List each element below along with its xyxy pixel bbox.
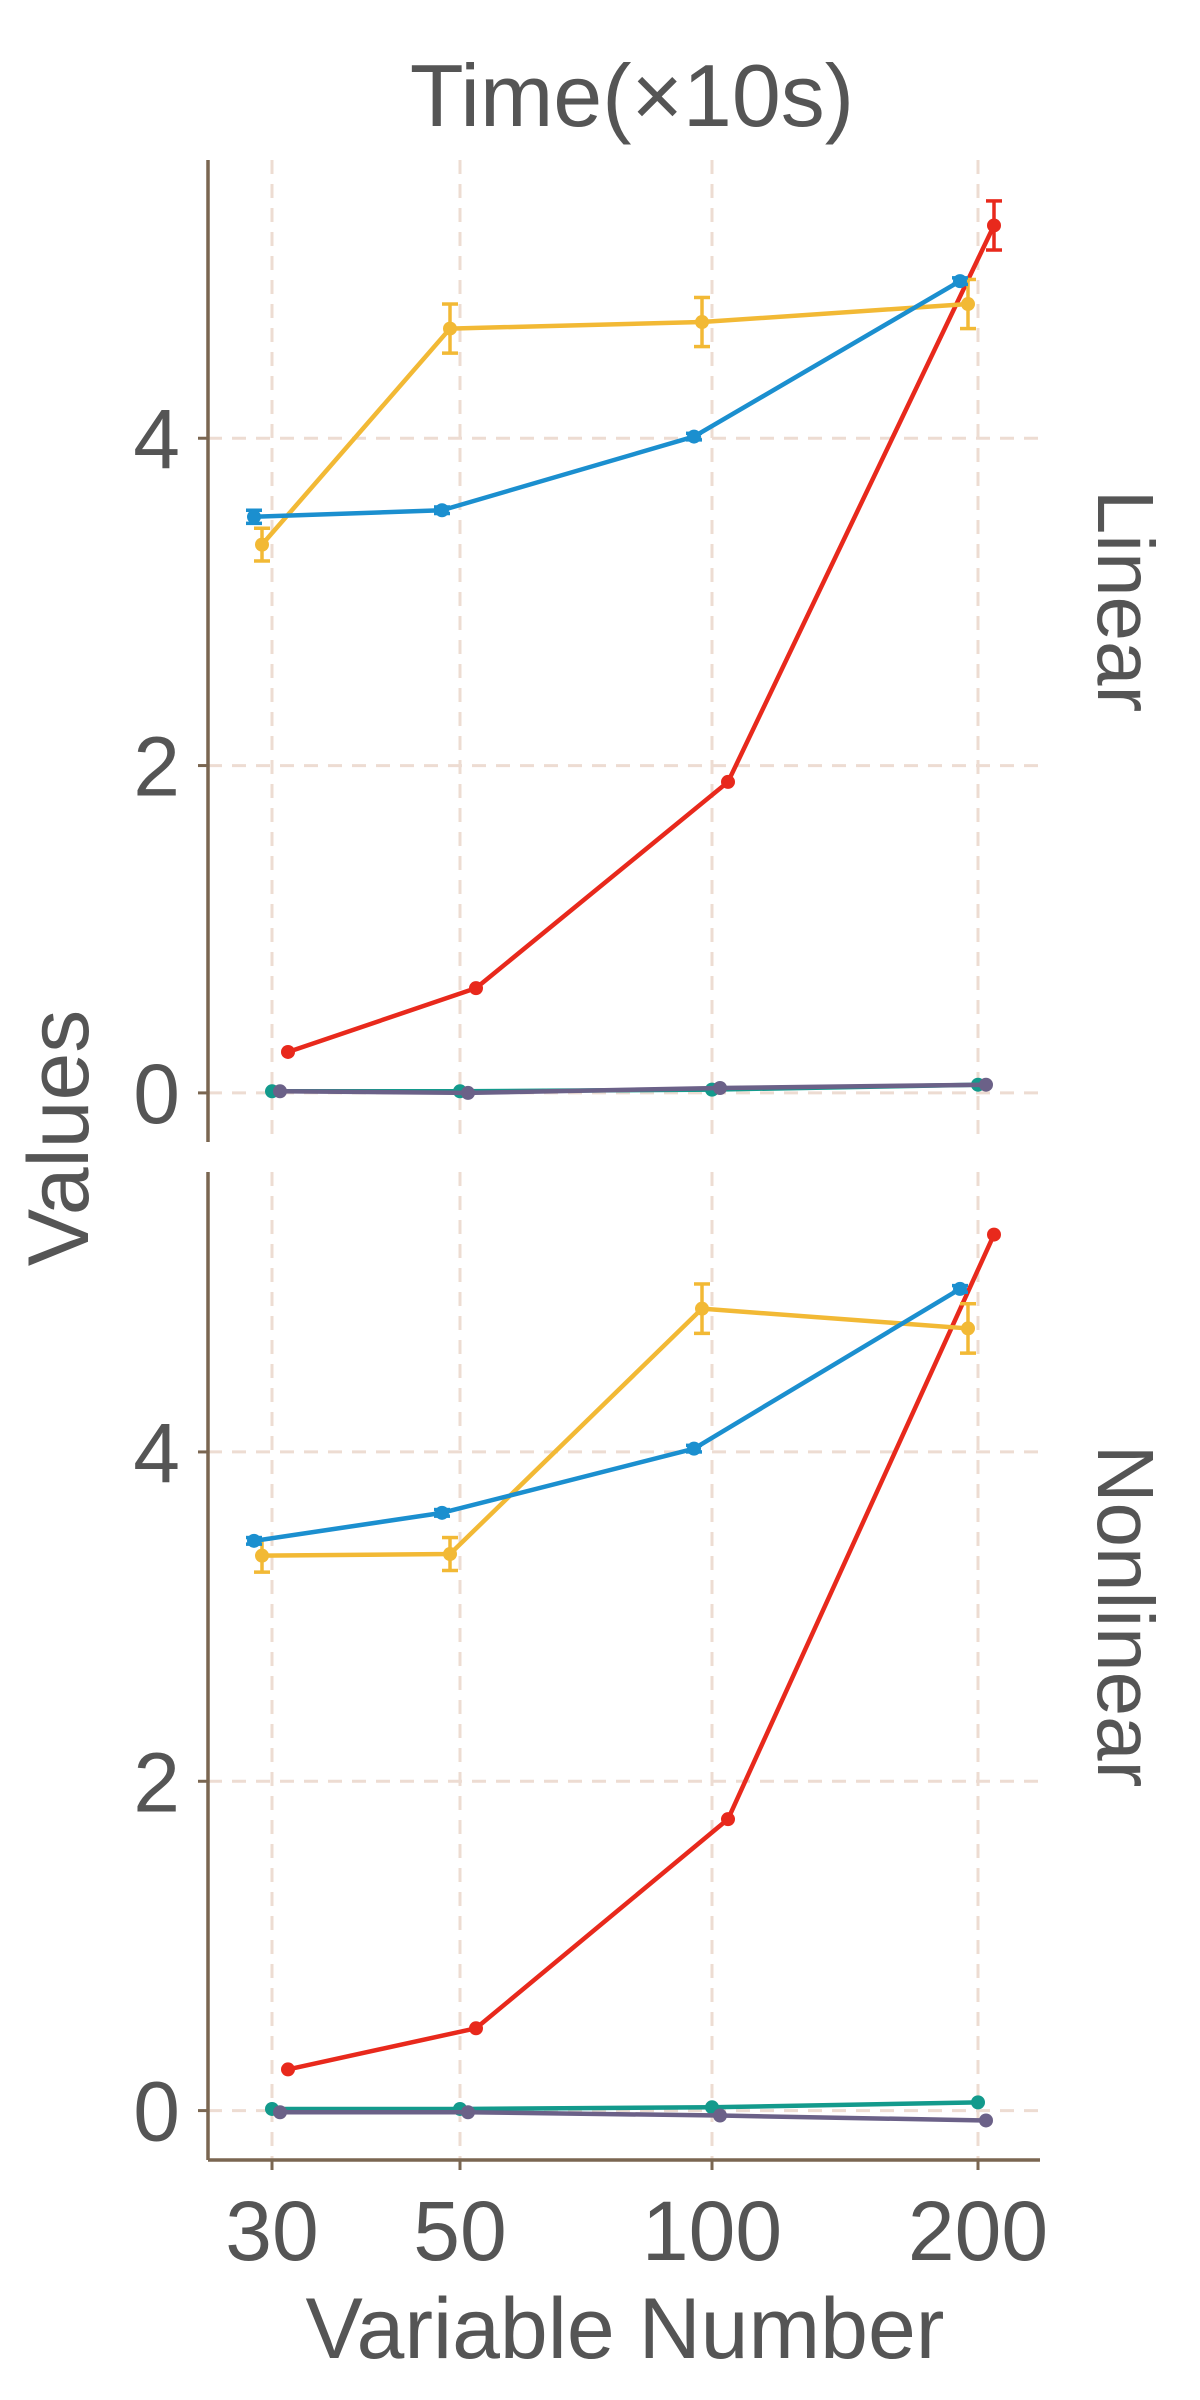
data-point-orange — [961, 1321, 975, 1336]
series-line-purple — [279, 1082, 987, 1096]
data-point-orange — [443, 321, 457, 336]
x-tick-label: 200 — [908, 2184, 1048, 2278]
data-point-purple — [461, 1085, 475, 1100]
series-line-red — [287, 224, 997, 1055]
data-point-orange — [695, 315, 709, 330]
data-point-blue — [435, 1505, 449, 1520]
x-tick-label: 100 — [642, 2184, 782, 2278]
data-point-teal — [971, 2095, 985, 2110]
y-tick-label: 0 — [133, 2065, 180, 2159]
y-tick-label: 0 — [133, 1047, 180, 1141]
data-point-purple — [273, 1084, 287, 1099]
data-point-orange — [443, 1547, 457, 1562]
data-point-purple — [979, 1077, 993, 1092]
data-point-purple — [713, 2108, 727, 2123]
data-point-blue — [435, 503, 449, 518]
data-point-blue — [687, 1441, 701, 1456]
y-tick-label: 2 — [133, 1735, 180, 1829]
x-axis-title: Variable Number — [306, 2281, 945, 2377]
data-point-orange — [255, 1548, 269, 1563]
data-point-blue — [247, 1533, 261, 1548]
y-tick-label: 2 — [133, 720, 180, 814]
y-tick-label: 4 — [133, 1406, 180, 1500]
facet-label-nonlinear: Nonlinear — [1081, 1445, 1170, 1787]
data-point-purple — [273, 2105, 287, 2120]
series-line-blue — [253, 279, 962, 520]
data-point-purple — [979, 2113, 993, 2128]
chart-title: Time(×10s) — [410, 46, 854, 145]
data-point-red — [469, 2021, 483, 2036]
x-tick-label: 50 — [413, 2184, 506, 2278]
data-point-orange — [961, 297, 975, 312]
y-tick-label: 4 — [133, 392, 180, 486]
data-point-blue — [687, 429, 701, 444]
panels-layer: 0 2 4 Linear 0 2 4 Nonlinear 30 50 100 200 — [133, 160, 1170, 2278]
series-line-blue — [253, 1286, 962, 1544]
y-axis-title: Values — [11, 1010, 107, 1267]
data-point-orange — [255, 537, 269, 552]
data-point-red — [281, 1044, 295, 1059]
series-line-teal — [272, 2100, 979, 2112]
data-point-orange — [695, 1301, 709, 1316]
series-line-red — [287, 1233, 997, 2072]
data-point-purple — [713, 1080, 727, 1095]
data-point-blue — [953, 1281, 967, 1296]
x-tick-label: 30 — [225, 2184, 318, 2278]
series-line-orange — [260, 301, 969, 547]
data-point-purple — [461, 2105, 475, 2120]
panel-nonlinear: 0 2 4 Nonlinear — [133, 1172, 1170, 2160]
data-point-red — [721, 1812, 735, 1827]
data-point-red — [469, 981, 483, 996]
data-point-red — [987, 218, 1001, 233]
data-point-red — [987, 1227, 1001, 1242]
panel-linear: 0 2 4 Linear — [133, 160, 1170, 1142]
series-line-purple — [280, 2109, 987, 2123]
facet-label-linear: Linear — [1081, 490, 1170, 712]
series-line-orange — [261, 1306, 969, 1558]
data-point-blue — [247, 509, 261, 524]
data-point-red — [281, 2062, 295, 2077]
data-point-red — [721, 774, 735, 789]
data-point-blue — [953, 274, 967, 289]
